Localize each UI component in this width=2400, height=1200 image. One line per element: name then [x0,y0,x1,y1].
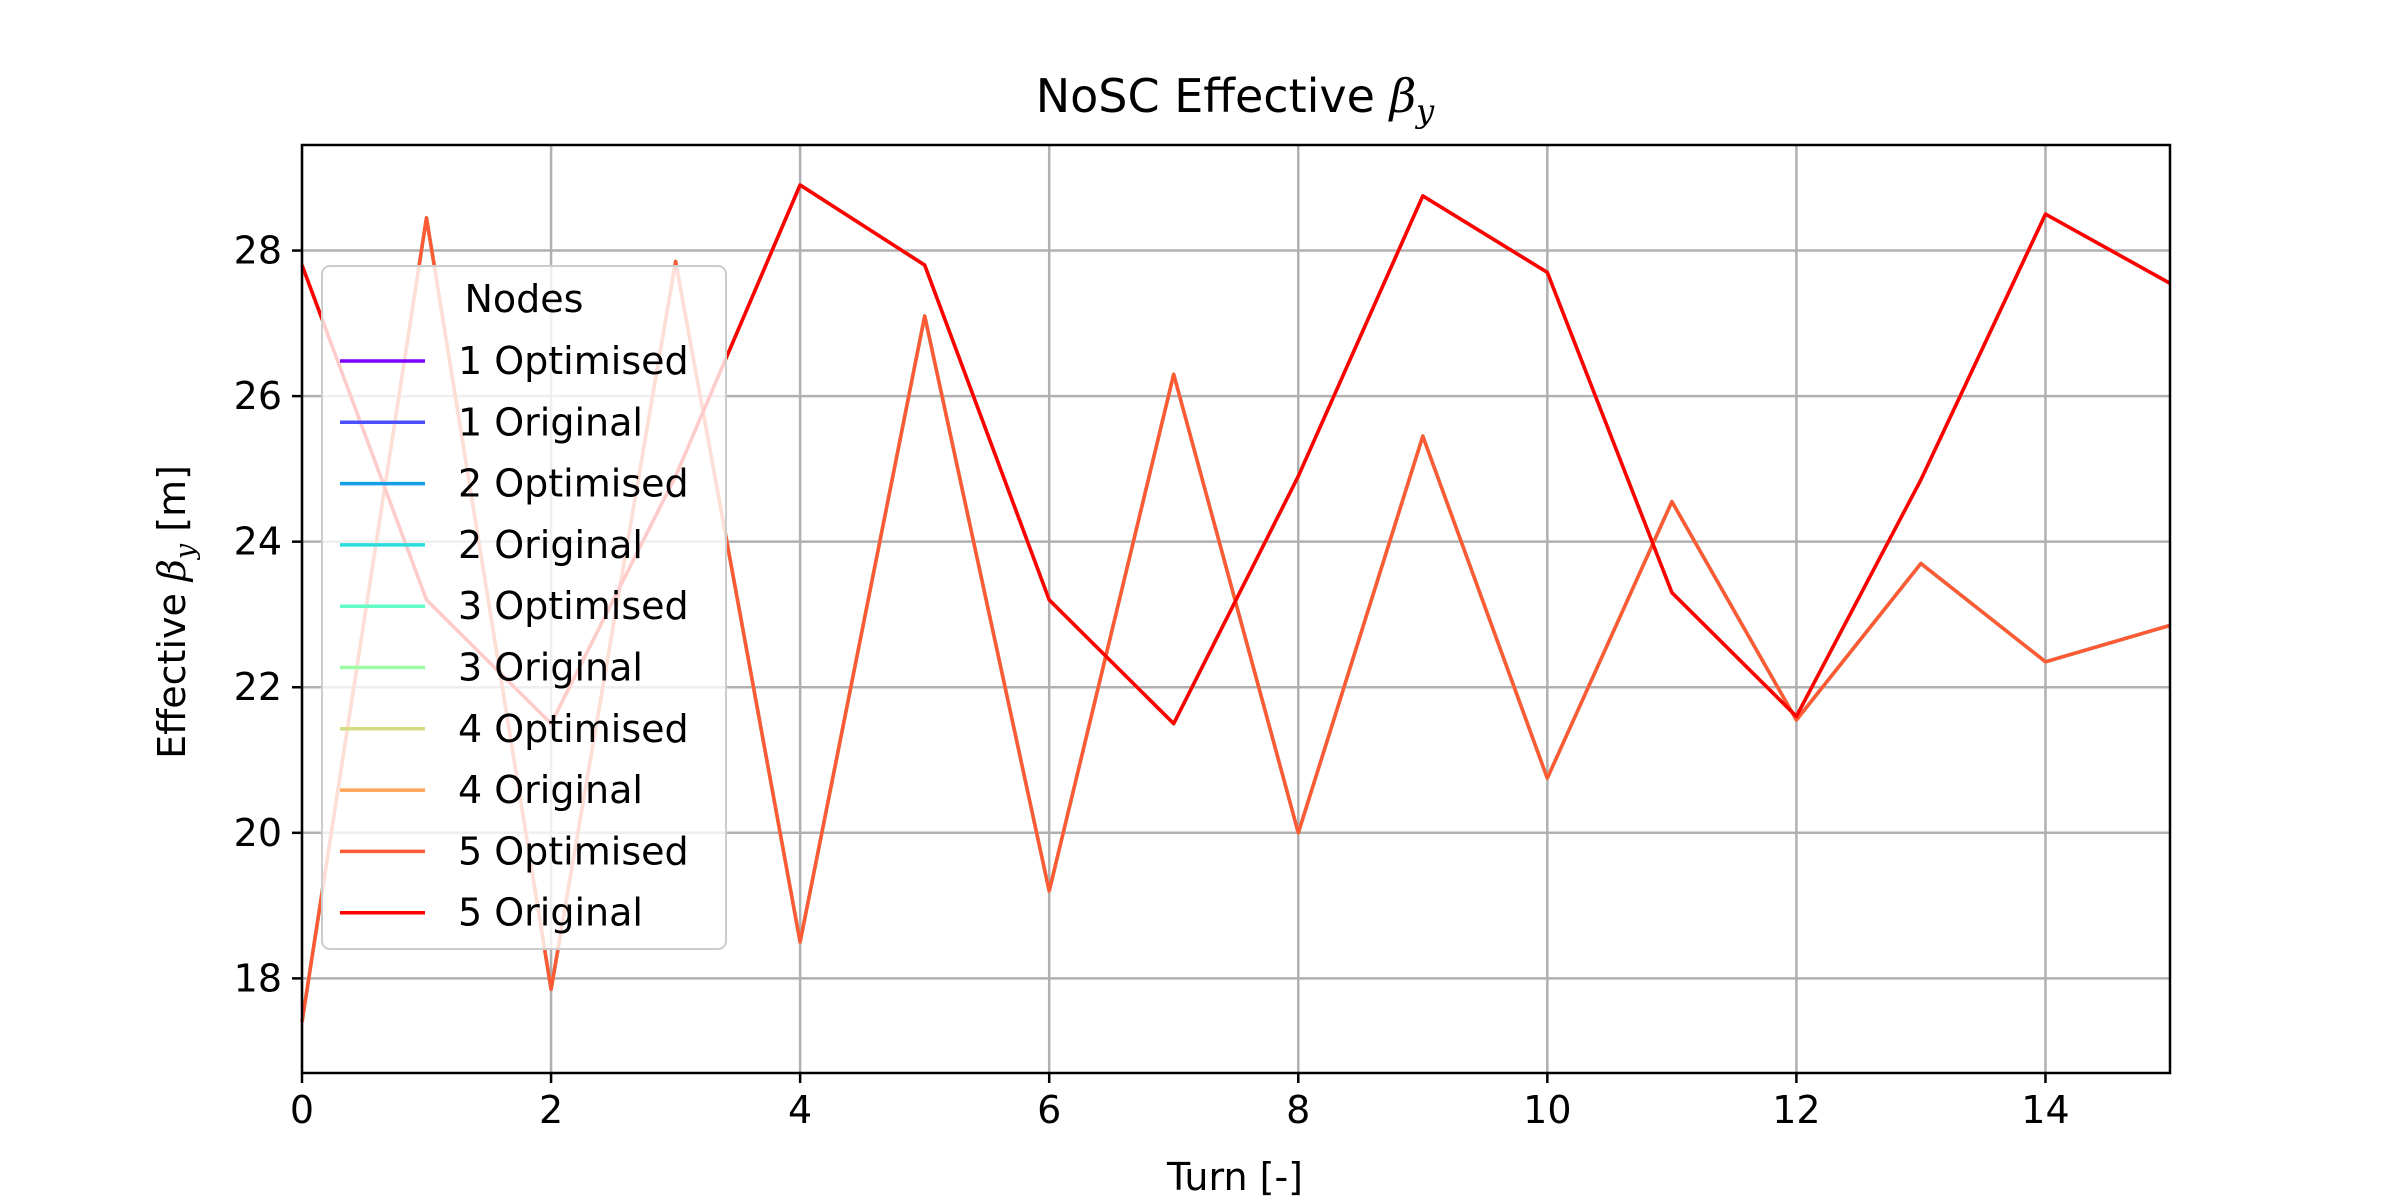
x-tick-label: 0 [290,1088,314,1132]
x-tick-label: 10 [1523,1088,1571,1132]
y-axis-label: Effective βy [m] [150,465,201,759]
legend-entry-label: 3 Original [458,646,643,690]
legend-items: 1 Optimised 1 Original 2 Optimised 2 Origin… [340,339,689,935]
legend-entry-label: 5 Optimised [458,829,689,873]
x-tick-label: 8 [1286,1088,1310,1132]
legend-entry-label: 2 Original [458,523,643,567]
x-tick-label: 4 [788,1088,812,1132]
legend-entry-label: 4 Original [458,768,643,812]
legend-entry-label: 2 Optimised [458,462,689,506]
legend-entry-label: 4 Optimised [458,707,689,751]
x-tick-label: 12 [1772,1088,1820,1132]
x-axis-label: Turn [-] [1166,1155,1303,1199]
y-tick-label: 18 [234,956,282,1000]
y-tick-label: 20 [234,811,282,855]
y-axis: 18 20 22 24 26 28 [234,229,302,1000]
y-tick-label: 28 [234,229,282,273]
plot-frame [300,143,2172,1075]
legend: Nodes 1 Optimised 1 Original 2 Optimised 2 … [321,265,727,950]
x-tick-label: 6 [1037,1088,1061,1132]
legend-entry-label: 3 Optimised [458,584,689,628]
x-tick-label: 2 [539,1088,563,1132]
y-tick-label: 22 [234,665,282,709]
legend-frame [321,265,727,950]
x-axis: 0 2 4 6 8 10 12 14 [290,1073,2070,1132]
legend-entry-label: 1 Optimised [458,339,689,383]
legend-entry-label: 5 Original [458,891,643,935]
y-tick-label: 26 [234,374,282,418]
grid [300,145,2170,1073]
legend-entry-label: 1 Original [458,400,643,444]
y-tick-label: 24 [234,520,282,564]
chart-title: NoSC Effective βy [1036,69,1435,130]
legend-title: Nodes [465,277,584,321]
x-tick-label: 14 [2021,1088,2069,1132]
